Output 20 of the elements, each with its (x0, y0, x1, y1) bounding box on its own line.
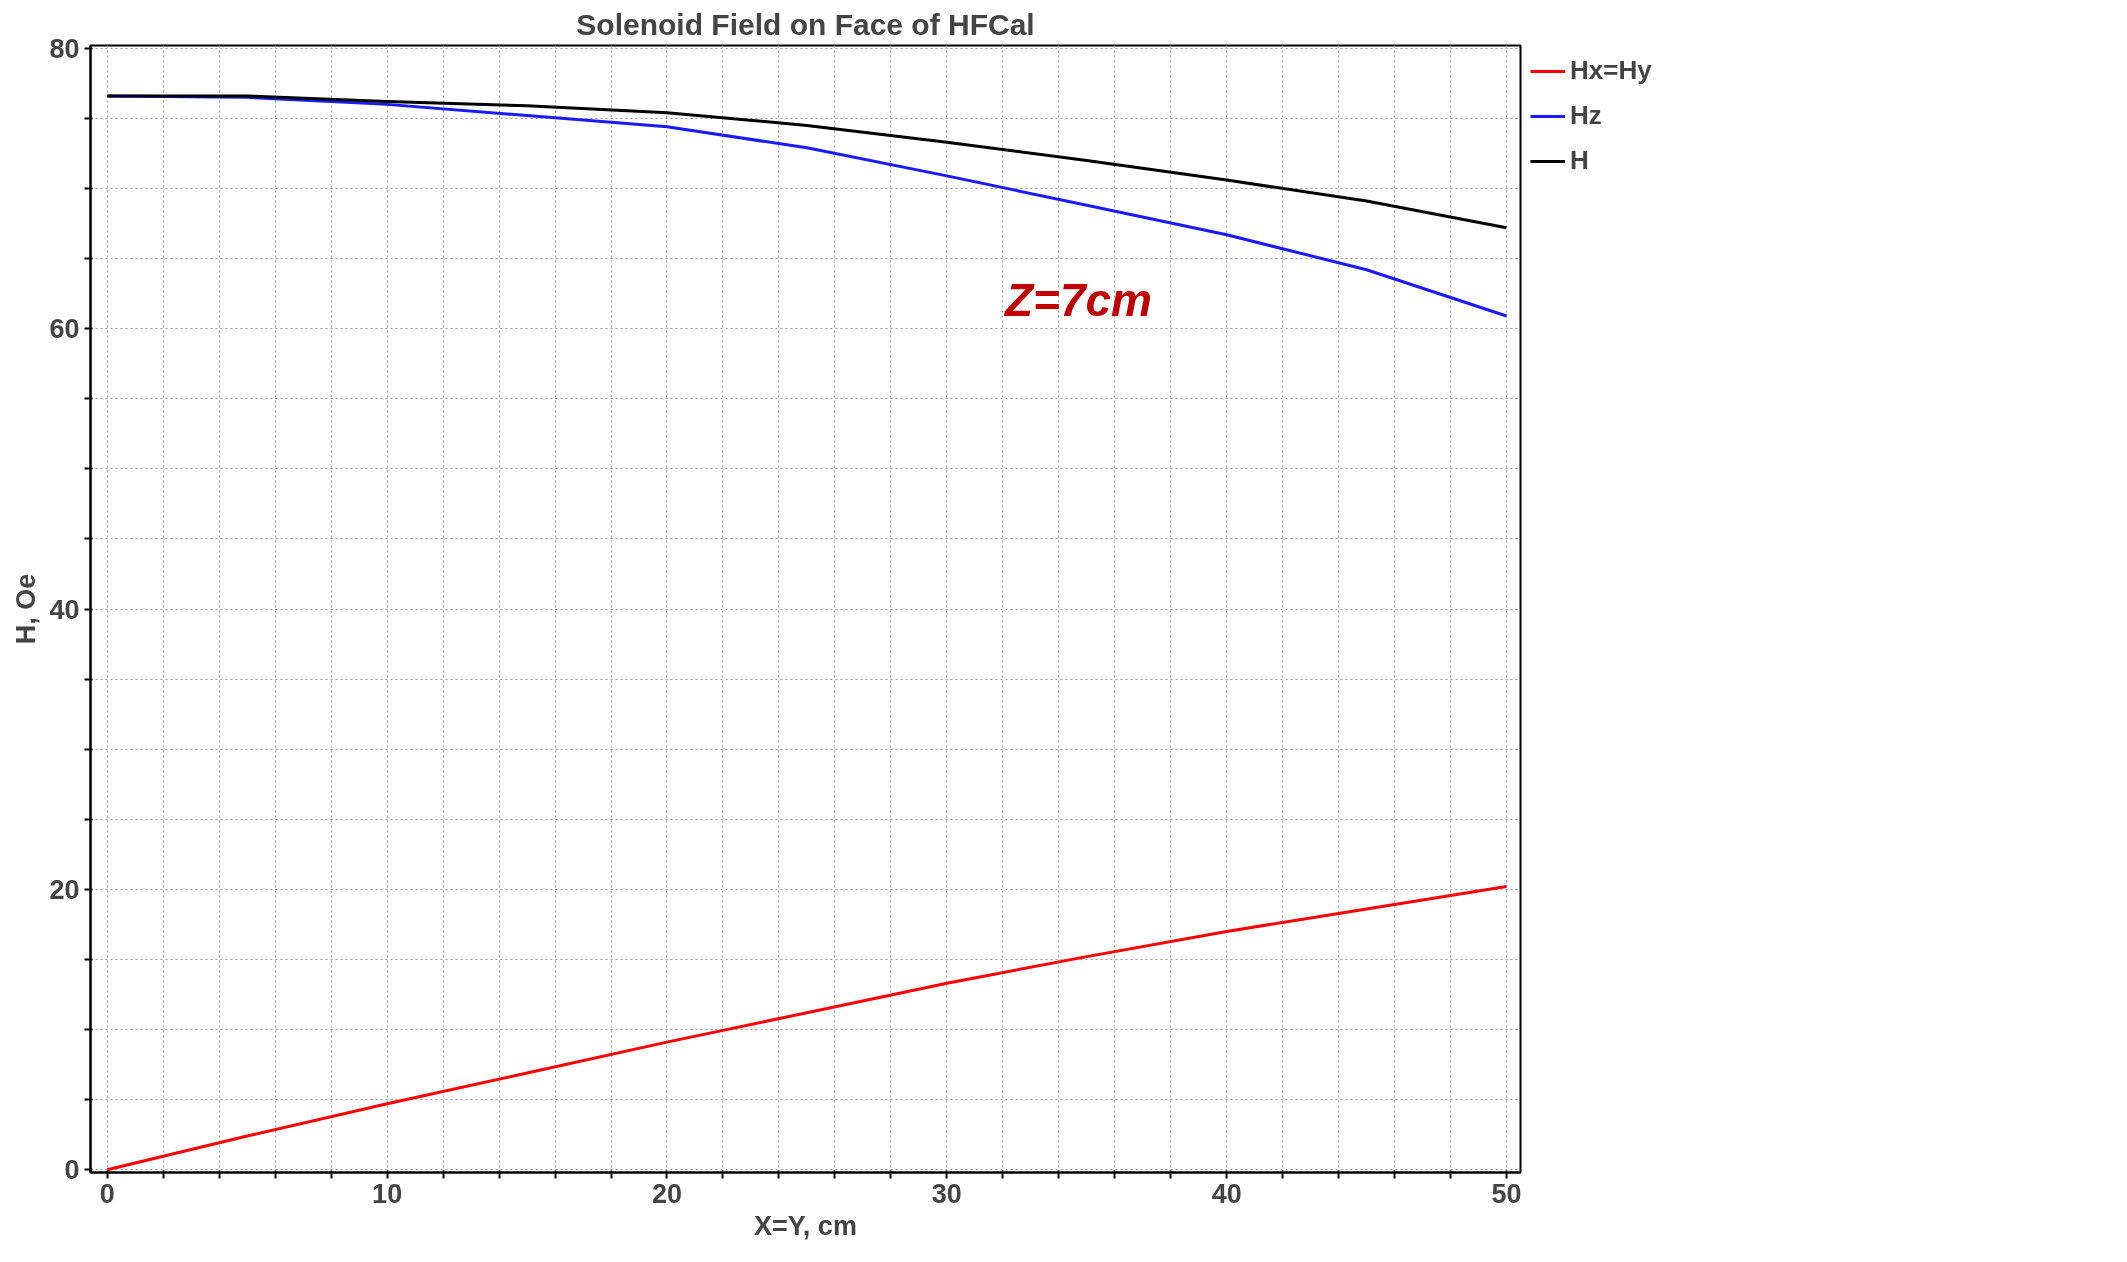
y-tick-label: 0 (64, 1155, 80, 1186)
y-tick-label: 40 (49, 594, 80, 625)
x-tick-label: 30 (931, 1178, 962, 1209)
legend-label: Hx=Hy (1570, 55, 1652, 86)
line-series (105, 94, 1509, 230)
y-tick-label: 60 (49, 314, 80, 345)
x-tick-label: 20 (651, 1178, 683, 1209)
chart-title: Solenoid Field on Face of HFCal (576, 7, 1035, 41)
x-tick-label: 50 (1491, 1178, 1522, 1209)
y-tick-label: 80 (49, 33, 80, 64)
x-tick-label: 10 (372, 1178, 403, 1209)
x-tick-label: 40 (1211, 1178, 1242, 1209)
legend-label: H (1570, 145, 1590, 176)
legend-label: Hz (1570, 100, 1602, 131)
annotation: Z=7cm (1002, 273, 1153, 326)
y-tick-label: 20 (49, 874, 80, 905)
x-tick-label: 0 (99, 1178, 115, 1209)
y-axis-title: H, Oe (11, 573, 42, 645)
line-series (105, 885, 1509, 1172)
x-axis-title: X=Y, cm (754, 1210, 857, 1241)
